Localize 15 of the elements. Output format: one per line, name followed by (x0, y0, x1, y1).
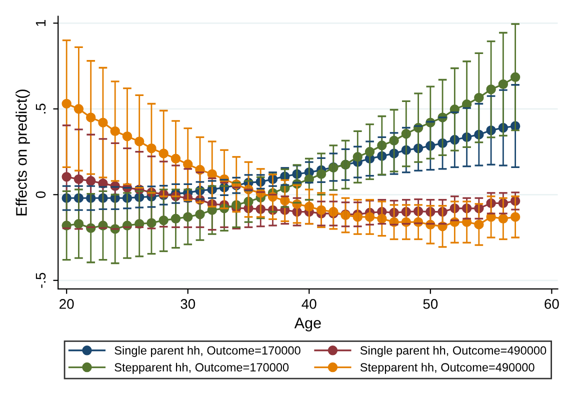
y-tick-label: -.5 (36, 272, 46, 288)
x-tick-label: 30 (180, 299, 196, 309)
y-tick-label: 0 (36, 191, 46, 198)
y-tick-label: 1 (36, 20, 46, 26)
y-tick-label: .5 (36, 104, 46, 114)
legend-label: Stepparent hh, Outcome=170000 (114, 362, 289, 374)
y-axis-title: Effects on predict() (16, 90, 30, 216)
x-tick-label: 50 (423, 299, 438, 309)
legend-label: Single parent hh, Outcome=170000 (114, 346, 300, 357)
legend-label: Stepparent hh, Outcome=490000 (360, 362, 534, 374)
x-axis-title: Age (294, 318, 321, 332)
x-tick-label: 40 (302, 299, 316, 309)
legend-label: Single parent hh, Outcome=490000 (360, 346, 546, 357)
x-tick-label: 20 (60, 299, 74, 309)
x-tick-label: 60 (544, 299, 559, 309)
